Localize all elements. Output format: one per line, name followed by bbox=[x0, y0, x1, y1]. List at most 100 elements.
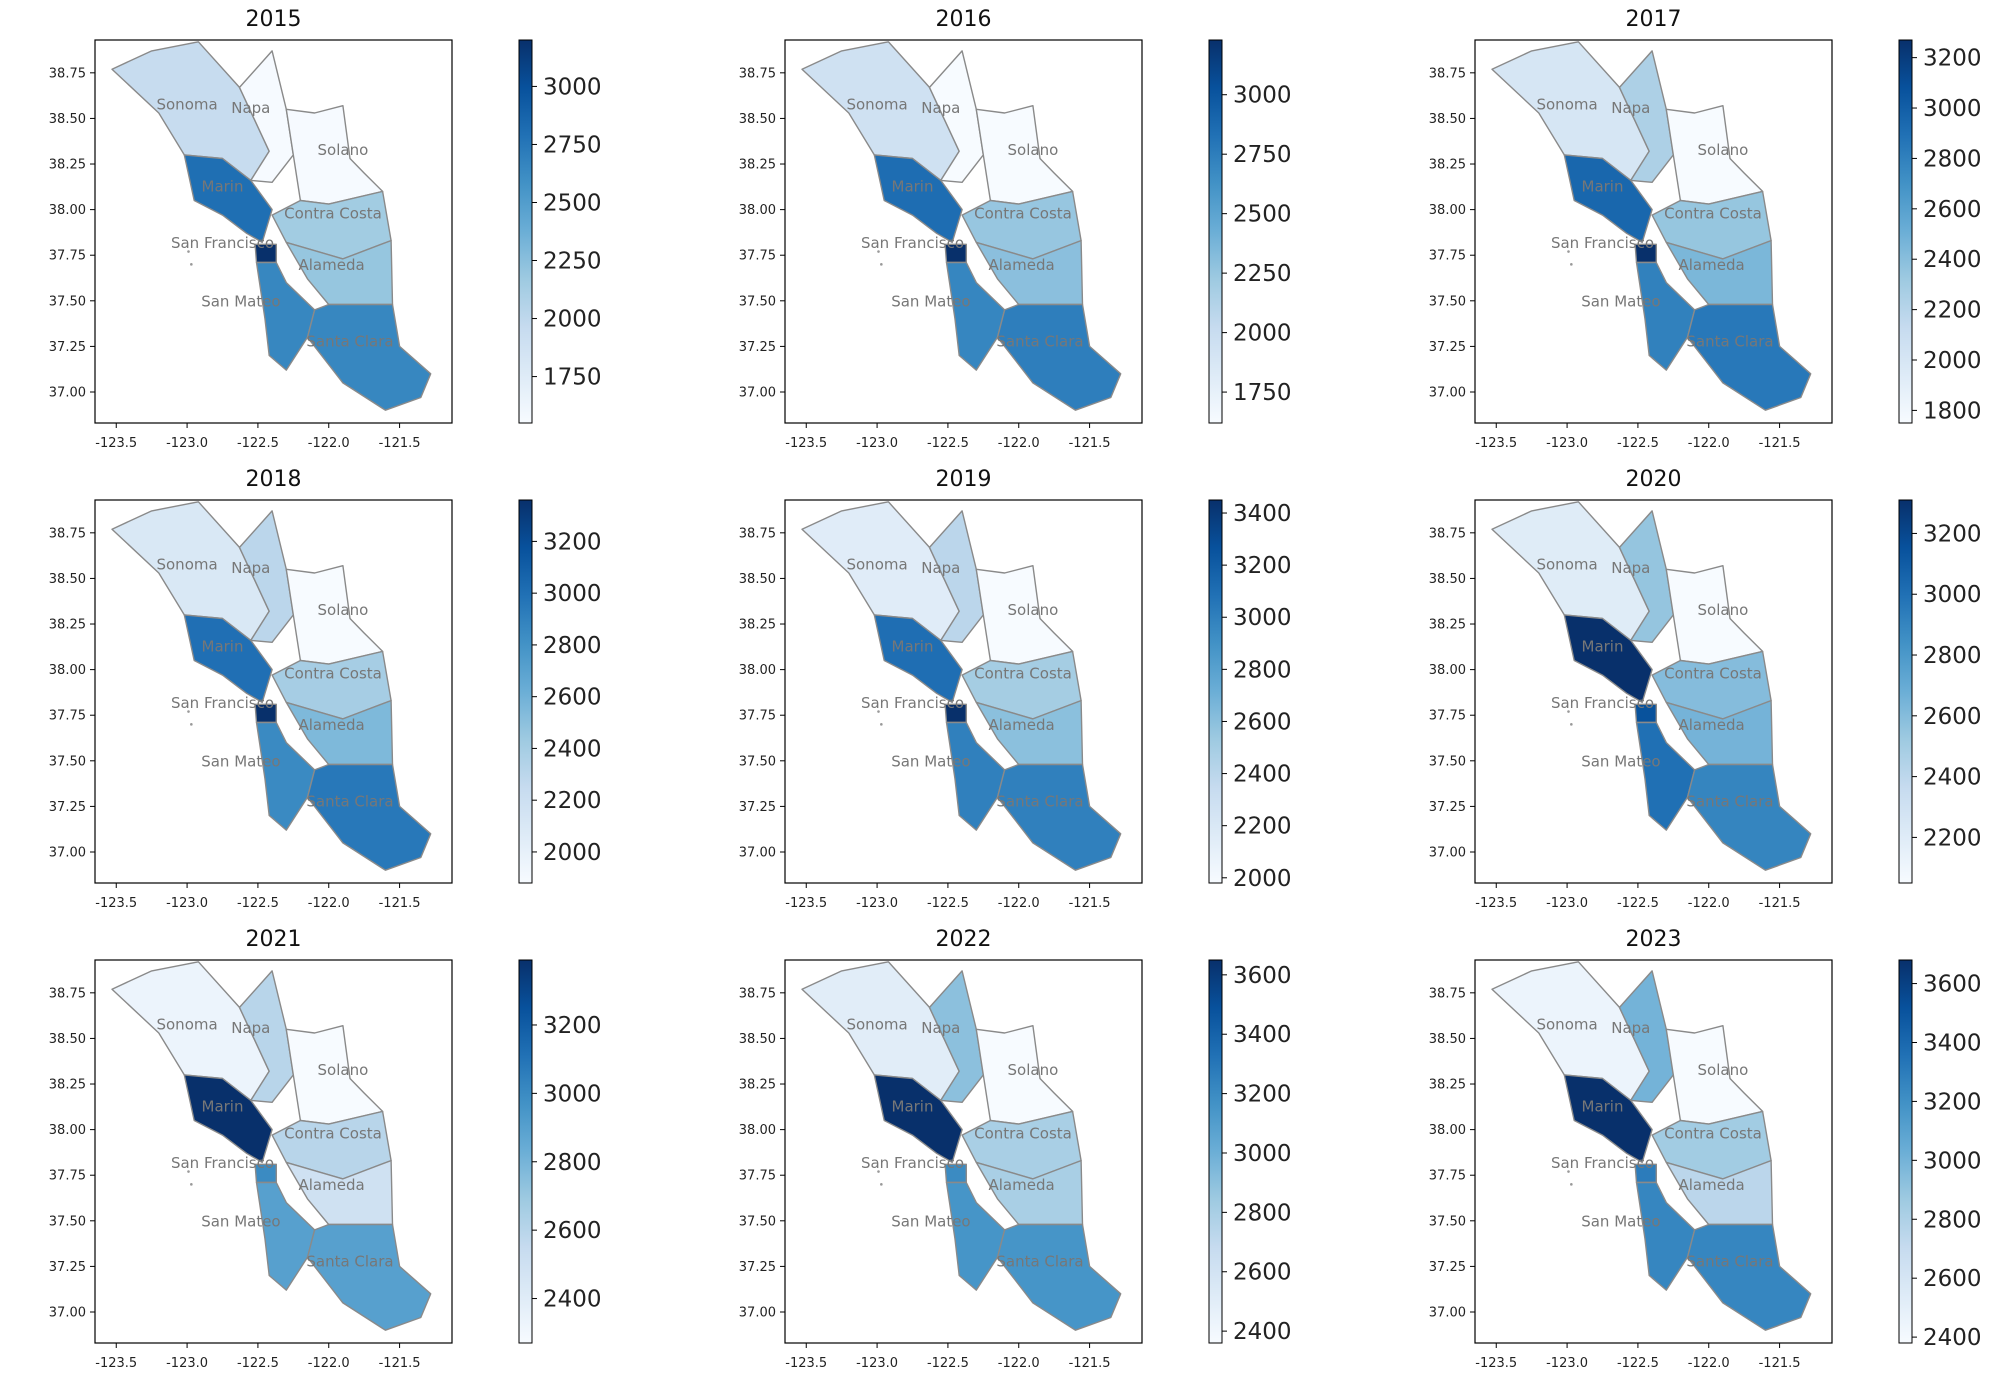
colorbar-tick-label: 2800 bbox=[543, 633, 602, 659]
county-napa bbox=[928, 970, 984, 1104]
county-santa-clara bbox=[1686, 763, 1812, 871]
county-santa-clara bbox=[306, 763, 432, 871]
x-tick-label: -121.5 bbox=[1069, 436, 1111, 451]
colorbar-tick-label: 3200 bbox=[543, 1013, 602, 1039]
colorbar-tick-label: 2800 bbox=[1923, 643, 1982, 669]
colorbar-tick-label: 2600 bbox=[1233, 1260, 1292, 1286]
y-tick-label: 38.00 bbox=[49, 203, 86, 218]
county-label-marin: Marin bbox=[1582, 637, 1624, 655]
map-panel-2023: 2023 Sonoma Napa Solano Marin Contra Costa San… bbox=[1380, 920, 2007, 1382]
county-solano bbox=[975, 564, 1074, 665]
map-axes-frame bbox=[94, 39, 453, 424]
y-tick-label: 38.75 bbox=[49, 66, 86, 81]
map-axes-frame bbox=[1474, 959, 1833, 1344]
county-label-alameda: Alameda bbox=[298, 716, 364, 734]
colorbar-tick-label: 3400 bbox=[1233, 1022, 1292, 1048]
map-panel-2021: 2021 Sonoma Napa Solano Marin Contra Costa San… bbox=[0, 920, 669, 1382]
county-solano bbox=[975, 1024, 1074, 1125]
colorbar-tick-label: 2750 bbox=[1233, 142, 1292, 168]
y-tick-label: 37.50 bbox=[1429, 754, 1466, 769]
y-tick-label: 38.25 bbox=[1429, 158, 1466, 173]
county-napa bbox=[1618, 970, 1674, 1104]
colorbar-tick-label: 2500 bbox=[543, 190, 602, 216]
y-tick-label: 38.50 bbox=[1429, 572, 1466, 587]
y-tick-label: 37.75 bbox=[739, 249, 776, 264]
county-santa-clara bbox=[306, 1223, 432, 1331]
map-panel-2022: 2022 Sonoma Napa Solano Marin Contra Costa San… bbox=[690, 920, 1359, 1382]
x-tick-label: -122.5 bbox=[927, 896, 969, 911]
x-tick-label: -123.5 bbox=[785, 896, 827, 911]
map-svg-2023: 2023 Sonoma Napa Solano Marin Contra Costa San… bbox=[1429, 927, 1982, 1371]
colorbar-tick-label: 1750 bbox=[1233, 380, 1292, 406]
y-tick-label: 37.00 bbox=[1429, 385, 1466, 400]
county-label-alameda: Alameda bbox=[1678, 256, 1744, 274]
island-dot bbox=[190, 723, 193, 726]
y-tick-label: 37.25 bbox=[739, 340, 776, 355]
colorbar-tick-label: 2800 bbox=[1923, 146, 1982, 172]
colorbar-tick-label: 2400 bbox=[1923, 247, 1982, 273]
x-tick-label: -123.0 bbox=[1546, 896, 1588, 911]
x-tick-label: -123.5 bbox=[95, 436, 137, 451]
county-label-napa: Napa bbox=[231, 559, 270, 577]
x-tick-label: -121.5 bbox=[379, 896, 421, 911]
colorbar bbox=[518, 959, 533, 1344]
x-tick-label: -122.5 bbox=[237, 896, 279, 911]
county-san-mateo bbox=[945, 721, 1006, 831]
county-marin bbox=[873, 154, 963, 244]
colorbar-tick-label: 3000 bbox=[543, 1081, 602, 1107]
county-marin bbox=[183, 1074, 273, 1164]
county-label-contra-costa: Contra Costa bbox=[284, 205, 382, 223]
colorbar-tick-label: 2600 bbox=[1233, 709, 1292, 735]
map-axes-frame bbox=[784, 499, 1143, 884]
county-napa bbox=[238, 510, 294, 644]
panel-title: 2018 bbox=[246, 467, 302, 492]
colorbar-tick-label: 2400 bbox=[543, 1287, 602, 1313]
map-axes-frame bbox=[94, 499, 453, 884]
county-label-napa: Napa bbox=[921, 1019, 960, 1037]
y-tick-label: 37.50 bbox=[1429, 294, 1466, 309]
x-tick-label: -123.0 bbox=[1546, 436, 1588, 451]
y-tick-label: 38.00 bbox=[49, 663, 86, 678]
county-marin bbox=[1563, 1074, 1653, 1164]
county-label-santa-clara: Santa Clara bbox=[996, 1252, 1083, 1270]
panel-title: 2016 bbox=[936, 7, 992, 32]
y-tick-label: 37.00 bbox=[1429, 845, 1466, 860]
colorbar-tick-label: 2000 bbox=[543, 840, 602, 866]
county-marin bbox=[183, 154, 273, 244]
x-tick-label: -123.5 bbox=[1475, 896, 1517, 911]
y-tick-label: 38.50 bbox=[739, 572, 776, 587]
county-label-san-francisco: San Francisco bbox=[1551, 1154, 1654, 1172]
colorbar-tick-label: 3200 bbox=[1233, 1082, 1292, 1108]
island-dot bbox=[1567, 250, 1570, 253]
y-tick-label: 37.25 bbox=[739, 1260, 776, 1275]
county-label-napa: Napa bbox=[921, 559, 960, 577]
y-tick-label: 37.00 bbox=[739, 845, 776, 860]
county-solano bbox=[1665, 564, 1764, 665]
county-label-san-francisco: San Francisco bbox=[1551, 694, 1654, 712]
x-tick-label: -123.0 bbox=[856, 436, 898, 451]
y-tick-label: 37.75 bbox=[1429, 1169, 1466, 1184]
county-santa-clara bbox=[1686, 1223, 1812, 1331]
colorbar bbox=[518, 499, 533, 884]
y-tick-label: 37.75 bbox=[49, 1169, 86, 1184]
colorbar-tick-label: 2000 bbox=[1233, 866, 1292, 892]
county-label-alameda: Alameda bbox=[988, 256, 1054, 274]
y-tick-label: 37.75 bbox=[1429, 249, 1466, 264]
county-napa bbox=[928, 510, 984, 644]
county-label-san-francisco: San Francisco bbox=[861, 1154, 964, 1172]
y-tick-label: 38.00 bbox=[739, 663, 776, 678]
colorbar-tick-label: 3000 bbox=[1923, 582, 1982, 608]
x-tick-label: -122.0 bbox=[1688, 1356, 1730, 1371]
county-san-mateo bbox=[1635, 1181, 1696, 1291]
y-tick-label: 37.75 bbox=[49, 709, 86, 724]
county-label-solano: Solano bbox=[1698, 1061, 1749, 1079]
colorbar-tick-label: 3000 bbox=[1233, 605, 1292, 631]
panel-title: 2023 bbox=[1626, 927, 1682, 952]
island-dot bbox=[1570, 723, 1573, 726]
x-tick-label: -122.5 bbox=[1617, 896, 1659, 911]
x-tick-label: -123.0 bbox=[1546, 1356, 1588, 1371]
y-tick-label: 37.50 bbox=[49, 754, 86, 769]
county-label-solano: Solano bbox=[1008, 1061, 1059, 1079]
county-label-marin: Marin bbox=[202, 1097, 244, 1115]
